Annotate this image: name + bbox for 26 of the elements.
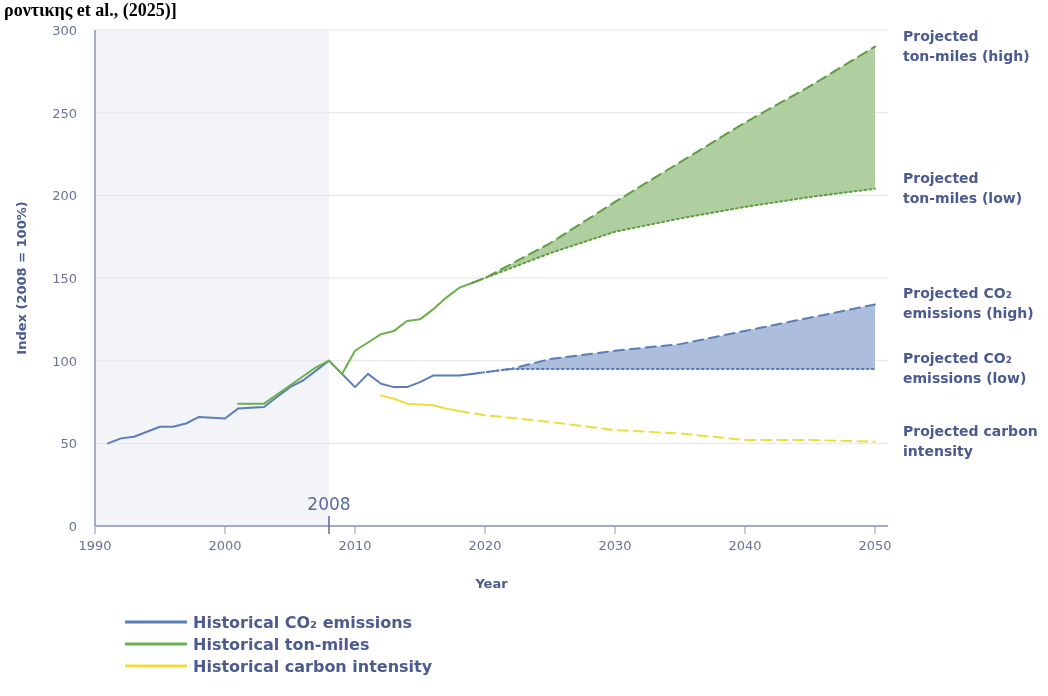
- text: Projected ton-miles (high): [903, 27, 1030, 64]
- y-tick-label: 100: [52, 353, 77, 369]
- x-tick-label: 1990: [78, 538, 112, 553]
- text: Projected carbon intensity: [903, 422, 1038, 459]
- x-tick-label: 2030: [598, 538, 632, 553]
- text: Projected CO₂ emissions (low): [903, 349, 1027, 386]
- y-tick-label: 200: [52, 188, 77, 204]
- y-tick-label: 0: [68, 519, 77, 534]
- y-axis-title: Index (2008 = 100%): [14, 201, 29, 355]
- x-tick-label: 2020: [468, 538, 502, 553]
- y-tick-label: 250: [52, 105, 77, 121]
- text: Projected ton-miles (low): [903, 169, 1023, 206]
- x-tick-label: 2040: [728, 538, 762, 553]
- y-tick-label: 150: [52, 271, 77, 286]
- x-tick-label: 2010: [338, 538, 372, 553]
- text: ροντικης et al., (2025)]: [4, 0, 177, 21]
- legend-label: Historical carbon intensity: [193, 657, 433, 676]
- x-tick-label: 2000: [208, 538, 242, 553]
- x-axis-title: Year: [474, 576, 509, 591]
- x-tick-label: 2050: [858, 538, 892, 553]
- y-tick-label: 50: [60, 436, 77, 452]
- y-tick-label: 300: [52, 23, 77, 38]
- legend-label: Historical CO₂ emissions: [193, 613, 413, 632]
- ref-line-label: 2008: [307, 494, 351, 514]
- text: Projected CO₂ emissions (high): [903, 285, 1034, 322]
- legend-label: Historical ton-miles: [193, 635, 370, 654]
